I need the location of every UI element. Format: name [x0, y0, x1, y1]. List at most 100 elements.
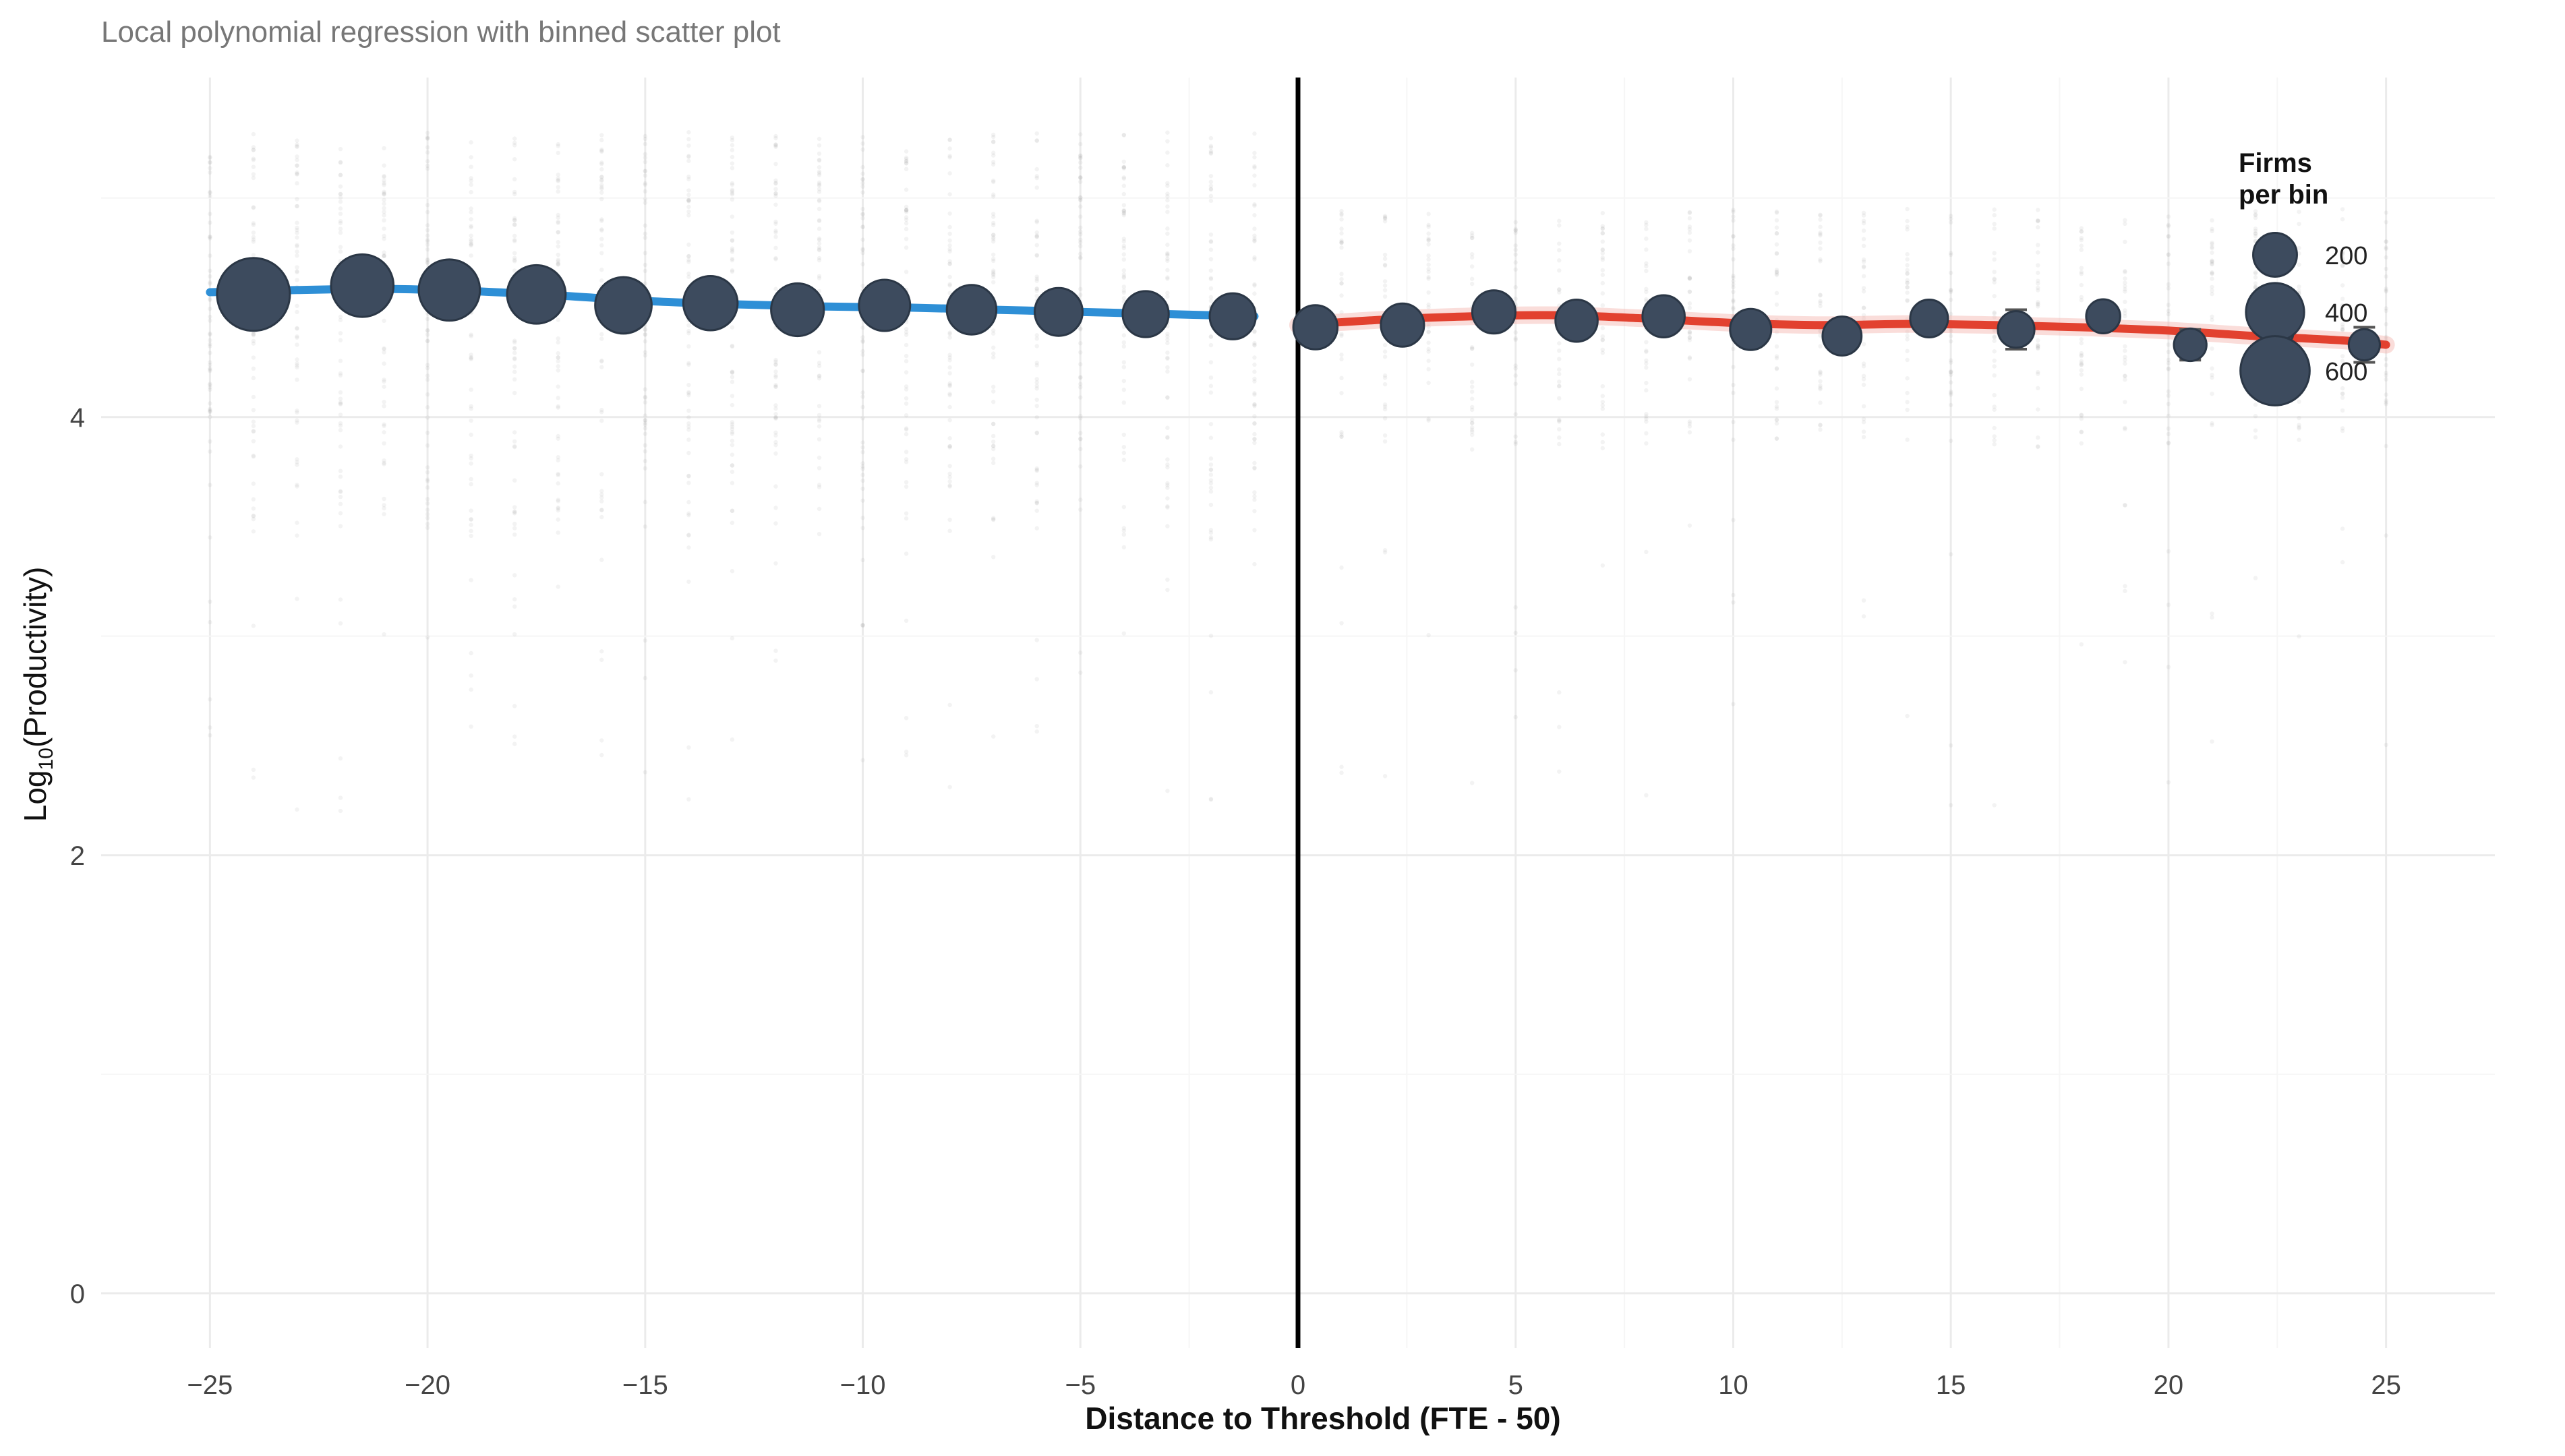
raw-point: [382, 191, 386, 195]
raw-point: [1513, 330, 1518, 335]
raw-point: [991, 178, 996, 183]
raw-point: [947, 171, 952, 176]
raw-point: [773, 191, 778, 196]
raw-point: [817, 157, 822, 162]
raw-point: [817, 171, 822, 176]
raw-point: [1121, 165, 1127, 170]
raw-point: [1208, 489, 1214, 494]
bin-point-right: [1729, 307, 1773, 351]
raw-point: [1078, 175, 1083, 180]
raw-point: [773, 521, 778, 526]
raw-point: [1861, 264, 1866, 269]
raw-point: [1948, 438, 1953, 444]
raw-point: [469, 242, 473, 247]
raw-point: [2340, 559, 2345, 565]
bin-point-right: [1292, 304, 1339, 351]
raw-point: [1818, 233, 1823, 238]
raw-point: [1121, 528, 1127, 533]
raw-point: [469, 650, 473, 656]
raw-point: [512, 511, 517, 516]
raw-point: [1818, 301, 1823, 305]
raw-point: [643, 394, 648, 400]
raw-point: [686, 511, 691, 516]
raw-point: [947, 444, 952, 449]
raw-point: [382, 441, 386, 446]
raw-point: [295, 138, 299, 143]
raw-point: [904, 427, 909, 432]
raw-point: [904, 208, 909, 212]
raw-point: [991, 400, 996, 404]
raw-point: [382, 346, 386, 351]
raw-point: [730, 325, 735, 330]
raw-point: [1165, 334, 1170, 339]
raw-point: [1078, 326, 1083, 331]
raw-point: [1208, 179, 1214, 184]
x-tick-label: −20: [405, 1370, 450, 1400]
raw-point: [730, 463, 735, 468]
raw-point: [1687, 421, 1692, 426]
raw-point: [2166, 349, 2171, 355]
raw-point: [1861, 218, 1866, 223]
raw-point: [599, 177, 604, 182]
raw-point: [817, 485, 822, 489]
raw-point: [1731, 218, 1736, 223]
raw-point: [2036, 225, 2040, 230]
raw-point: [817, 404, 822, 408]
raw-point: [991, 446, 996, 452]
y-tick-label: 0: [70, 1279, 85, 1309]
raw-point: [686, 188, 691, 193]
raw-point: [2297, 423, 2301, 427]
raw-point: [2384, 289, 2388, 294]
raw-point: [860, 478, 865, 483]
raw-point: [599, 183, 604, 187]
raw-point: [295, 142, 299, 147]
raw-point: [599, 237, 604, 241]
raw-point: [1557, 218, 1562, 223]
raw-point: [512, 251, 517, 255]
raw-point: [1121, 275, 1127, 280]
raw-point: [2123, 361, 2127, 366]
raw-point: [904, 330, 909, 335]
raw-point: [1948, 270, 1953, 276]
raw-point: [1687, 276, 1692, 281]
raw-point: [1557, 418, 1562, 423]
raw-point: [1600, 406, 1605, 411]
raw-point: [2297, 284, 2301, 289]
raw-point: [643, 136, 648, 142]
raw-point: [338, 390, 343, 395]
raw-point: [338, 314, 343, 320]
raw-point: [643, 431, 648, 436]
raw-point: [1905, 280, 1910, 285]
raw-point: [1905, 376, 1910, 381]
raw-point: [817, 373, 822, 378]
raw-point: [947, 392, 952, 398]
raw-point: [295, 170, 299, 175]
raw-point: [469, 176, 473, 181]
raw-point: [1600, 439, 1605, 445]
raw-point: [730, 420, 735, 425]
raw-point: [425, 525, 430, 530]
raw-point: [643, 251, 648, 255]
raw-point: [773, 415, 778, 420]
raw-point: [773, 178, 778, 183]
bin-point-left: [770, 282, 825, 338]
raw-point: [686, 797, 691, 802]
x-tick-label: −15: [622, 1370, 668, 1400]
raw-point: [1165, 183, 1170, 188]
raw-point: [295, 326, 299, 331]
raw-point: [991, 517, 996, 522]
raw-point: [512, 509, 517, 514]
raw-point: [382, 253, 386, 258]
raw-point: [512, 268, 517, 273]
raw-point: [208, 415, 212, 419]
raw-point: [1034, 253, 1039, 258]
raw-point: [1818, 212, 1823, 217]
raw-point: [2253, 402, 2258, 407]
raw-point: [1861, 210, 1866, 215]
raw-point: [1774, 356, 1779, 361]
raw-point: [1600, 403, 1605, 408]
raw-point: [1861, 229, 1866, 233]
raw-point: [904, 160, 909, 166]
raw-point: [2123, 270, 2127, 274]
raw-point: [817, 218, 822, 224]
